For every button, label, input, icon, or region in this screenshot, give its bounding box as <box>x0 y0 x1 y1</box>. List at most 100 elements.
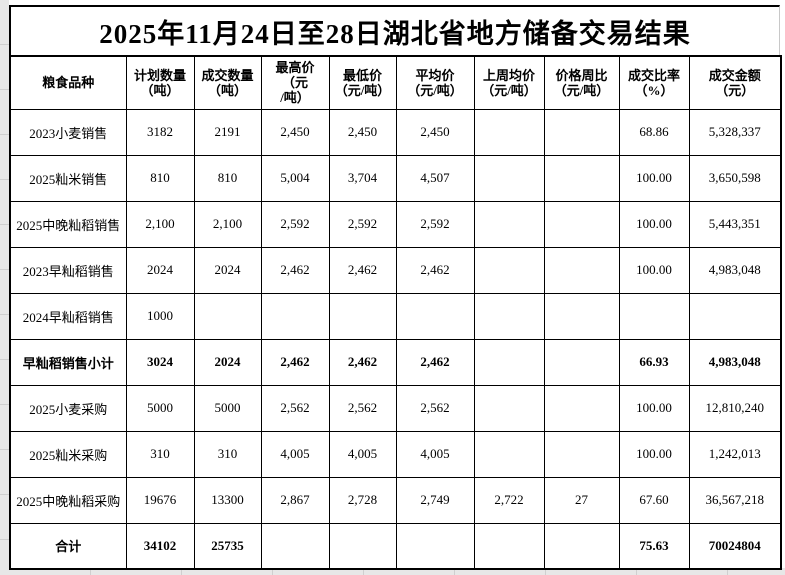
table-row: 2025小麦采购 5000 5000 2,562 2,562 2,562 100.00 12,… <box>9 384 782 432</box>
column-header-line: （元/吨） <box>407 82 463 98</box>
cell-deal_ratio: 100.00 <box>618 246 690 294</box>
column-header-deal_qty: 成交数量 （吨） <box>193 55 262 110</box>
cell-price_wow <box>543 108 620 156</box>
column-header-line: （元 <box>281 75 308 91</box>
cell-deal_qty: 5000 <box>193 384 262 432</box>
cell-deal_amount: 3,650,598 <box>688 154 782 202</box>
column-header-line: /吨） <box>280 90 310 106</box>
cell-deal_amount: 36,567,218 <box>688 476 782 524</box>
cell-deal_amount: 12,810,240 <box>688 384 782 432</box>
cell-price_wow <box>543 246 620 294</box>
cell-max_price <box>260 522 330 570</box>
column-header-line: （元/吨） <box>481 82 537 98</box>
cell-avg_price: 4,507 <box>395 154 475 202</box>
cell-last_week_avg <box>473 338 545 386</box>
table-row: 2025中晚籼稻采购 19676 13300 2,867 2,728 2,749 2,722… <box>9 476 782 524</box>
cell-avg_price: 4,005 <box>395 430 475 478</box>
cell-max_price: 2,592 <box>260 200 330 248</box>
cell-deal_ratio: 100.00 <box>618 430 690 478</box>
cell-variety: 2023小麦销售 <box>9 108 127 156</box>
cell-deal_qty: 810 <box>193 154 262 202</box>
cell-planned_qty: 3182 <box>125 108 195 156</box>
column-header-line: 成交金额 <box>708 67 761 83</box>
column-header-line: 平均价 <box>415 67 455 83</box>
column-header-line: 上周均价 <box>482 67 535 83</box>
cell-deal_ratio: 75.63 <box>618 522 690 570</box>
cell-deal_ratio: 100.00 <box>618 384 690 432</box>
cell-deal_amount: 4,983,048 <box>688 338 782 386</box>
cell-price_wow <box>543 338 620 386</box>
column-header-line: 成交比率 <box>627 67 680 83</box>
cell-last_week_avg <box>473 522 545 570</box>
table-row: 早籼稻销售小计 3024 2024 2,462 2,462 2,462 66.93 4,983… <box>9 338 782 386</box>
cell-deal_amount: 70024804 <box>688 522 782 570</box>
column-header-line: （元/吨） <box>553 82 610 98</box>
cell-min_price: 2,562 <box>328 384 397 432</box>
cell-variety: 2025小麦采购 <box>9 384 127 432</box>
cell-variety: 2025籼米采购 <box>9 430 127 478</box>
column-header-max_price: 最高价 （元/吨） <box>260 55 330 110</box>
column-header-line: （吨） <box>207 82 247 98</box>
column-header-line: （%） <box>634 82 674 98</box>
table-row: 2023早籼稻销售 2024 2024 2,462 2,462 2,462 100.00 4,… <box>9 246 782 294</box>
cell-last_week_avg <box>473 292 545 340</box>
table-body: 2023小麦销售 3182 2191 2,450 2,450 2,450 68.86 5,32… <box>9 108 782 570</box>
cell-price_wow <box>543 154 620 202</box>
cell-avg_price: 2,450 <box>395 108 475 156</box>
cell-last_week_avg <box>473 154 545 202</box>
table-row: 2025籼米采购 310 310 4,005 4,005 4,005 100.00 1,242… <box>9 430 782 478</box>
cell-max_price: 5,004 <box>260 154 330 202</box>
cell-deal_amount <box>688 292 782 340</box>
results-table: 粮食品种 计划数量 （吨） 成交数量 （吨） 最高价 （元/吨） 最低价 （元/吨） 平均价 （元/… <box>9 55 782 570</box>
cell-price_wow <box>543 292 620 340</box>
cell-price_wow <box>543 430 620 478</box>
cell-min_price <box>328 522 397 570</box>
cell-max_price: 4,005 <box>260 430 330 478</box>
column-header-variety: 粮食品种 <box>9 55 127 110</box>
cell-price_wow: 27 <box>543 476 620 524</box>
cell-last_week_avg <box>473 108 545 156</box>
column-header-line: 计划数量 <box>133 67 186 83</box>
cell-planned_qty: 3024 <box>125 338 195 386</box>
cell-variety: 2023早籼稻销售 <box>9 246 127 294</box>
cell-variety: 2025中晚籼稻销售 <box>9 200 127 248</box>
column-header-deal_ratio: 成交比率 （%） <box>618 55 690 110</box>
cell-deal_qty: 25735 <box>193 522 262 570</box>
column-header-line: 粮食品种 <box>42 75 95 91</box>
column-header-avg_price: 平均价 （元/吨） <box>395 55 475 110</box>
column-header-line: 最低价 <box>342 67 382 83</box>
header-row: 粮食品种 计划数量 （吨） 成交数量 （吨） 最高价 （元/吨） 最低价 （元/吨） 平均价 （元/… <box>9 55 782 110</box>
cell-max_price: 2,562 <box>260 384 330 432</box>
column-header-planned_qty: 计划数量 （吨） <box>125 55 195 110</box>
cell-planned_qty: 2024 <box>125 246 195 294</box>
cell-avg_price: 2,462 <box>395 338 475 386</box>
cell-max_price: 2,867 <box>260 476 330 524</box>
cell-price_wow <box>543 200 620 248</box>
column-header-line: 最高价 <box>275 60 315 76</box>
cell-deal_qty <box>193 292 262 340</box>
column-header-min_price: 最低价 （元/吨） <box>328 55 397 110</box>
cell-min_price: 2,462 <box>328 246 397 294</box>
column-header-line: （吨） <box>140 82 180 98</box>
cell-avg_price: 2,749 <box>395 476 475 524</box>
cell-max_price: 2,450 <box>260 108 330 156</box>
cell-deal_ratio: 68.86 <box>618 108 690 156</box>
cell-variety: 2025中晚籼稻采购 <box>9 476 127 524</box>
cell-min_price: 2,728 <box>328 476 397 524</box>
column-header-line: （元） <box>715 82 755 98</box>
cell-deal_amount: 1,242,013 <box>688 430 782 478</box>
cell-deal_ratio: 100.00 <box>618 200 690 248</box>
cell-planned_qty: 34102 <box>125 522 195 570</box>
cell-min_price: 2,450 <box>328 108 397 156</box>
cell-last_week_avg <box>473 384 545 432</box>
column-header-line: 成交数量 <box>201 67 254 83</box>
cell-avg_price <box>395 292 475 340</box>
cell-min_price: 2,462 <box>328 338 397 386</box>
cell-min_price: 4,005 <box>328 430 397 478</box>
cell-planned_qty: 19676 <box>125 476 195 524</box>
column-header-price_wow: 价格周比 （元/吨） <box>543 55 620 110</box>
cell-last_week_avg <box>473 246 545 294</box>
cell-planned_qty: 810 <box>125 154 195 202</box>
table-row: 2025中晚籼稻销售 2,100 2,100 2,592 2,592 2,592 100.0… <box>9 200 782 248</box>
